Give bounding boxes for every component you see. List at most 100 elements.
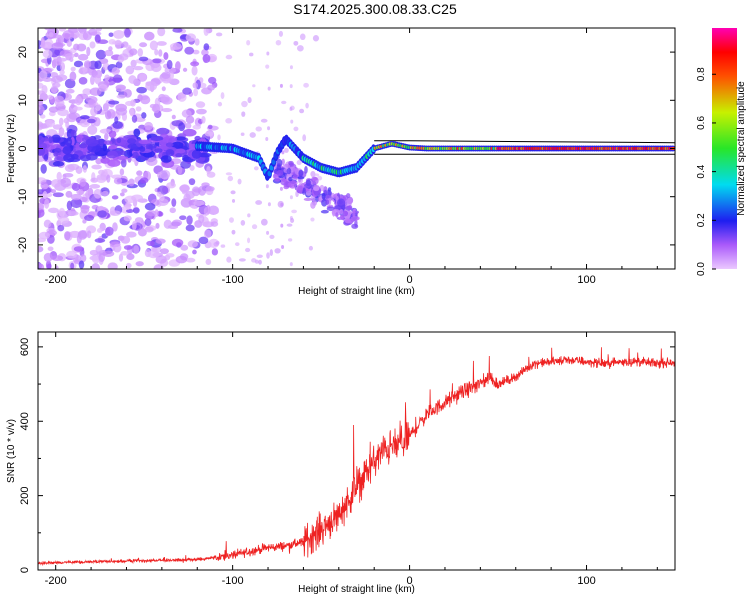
noise-blob [108,262,118,270]
noise-blob [155,209,159,217]
noise-blob [64,118,70,124]
noise-blob [112,67,120,75]
streak-dot [266,184,269,188]
noise-blob [265,65,269,69]
plot2-xtick-label: -200 [45,575,67,587]
band-blob [34,135,45,144]
plot2-xlabel: Height of straight line (km) [298,584,415,595]
noise-blob [120,251,128,256]
band-blob [183,129,197,137]
noise-blob [83,31,92,40]
noise-blob [218,102,222,106]
noise-blob [59,118,64,126]
noise-blob [182,88,192,95]
noise-blob [293,41,298,46]
noise-blob [255,200,262,205]
noise-blob [186,33,196,41]
noise-blob [183,68,187,72]
noise-blob [230,190,235,194]
noise-blob [241,133,245,136]
noise-blob [102,191,109,196]
noise-blob [190,61,199,66]
smear-blob [304,198,312,201]
noise-blob [257,255,263,258]
noise-blob [77,235,82,244]
noise-blob [226,172,232,175]
noise-blob [204,43,210,50]
noise-blob [114,178,122,185]
noise-blob [221,244,226,247]
plot1-xtick-label: -200 [45,274,67,286]
noise-blob [113,30,124,39]
noise-blob [178,122,185,131]
noise-blob [87,119,96,124]
noise-blob [87,230,91,238]
noise-blob [193,89,198,97]
noise-blob [284,148,289,153]
noise-blob [41,164,47,174]
noise-blob [158,49,162,57]
plot2-ytick-label: 0 [19,567,31,573]
noise-blob [136,106,142,111]
noise-blob [126,45,132,51]
noise-blob [112,195,119,199]
colorbar [712,28,737,269]
noise-blob [86,47,90,56]
noise-blob [70,71,77,81]
noise-blob [43,184,49,190]
noise-blob [78,54,88,61]
noise-blob [51,179,61,188]
noise-blob [67,40,72,47]
band-blob [166,142,174,147]
snr-layer [38,347,675,565]
noise-blob [65,53,75,58]
noise-blob [112,121,123,129]
noise-blob [84,215,94,221]
noise-blob [58,217,69,224]
noise-blob [136,87,147,94]
noise-blob [54,96,64,103]
noise-blob [148,250,160,258]
streak-dot [268,202,271,206]
smear-blob [322,193,326,200]
snr-line [38,347,675,565]
noise-blob [232,230,236,235]
noise-blob [310,218,314,222]
smear-blob [311,177,317,181]
noise-blob [94,61,101,70]
smear-blob [321,210,329,214]
noise-blob [139,57,149,62]
noise-blob [87,125,97,135]
noise-blob [189,178,196,185]
noise-blob [211,221,219,227]
noise-blob [145,203,156,211]
noise-blob [74,246,85,252]
noise-blob [205,131,214,136]
smear-blob [274,178,280,181]
smear-blob [348,205,353,209]
noise-blob [297,45,304,51]
noise-blob [288,238,292,241]
plot1-ytick-label: -20 [17,237,29,253]
noise-blob [226,55,233,60]
noise-blob [53,192,64,197]
noise-blob [247,97,251,103]
smear-blob [288,161,294,166]
noise-blob [131,194,143,201]
noise-blob [97,210,107,218]
noise-blob [154,49,158,55]
noise-blob [125,202,131,210]
noise-blob [170,207,176,213]
noise-blob [135,217,144,223]
noise-blob [144,122,153,130]
noise-blob [297,160,302,165]
noise-blob [213,242,218,246]
noise-blob [74,53,79,57]
plot1-xtick-label: 0 [407,274,413,286]
plot2-xtick-label: -100 [222,575,244,587]
noise-blob [34,203,44,210]
noise-blob [96,50,106,60]
noise-blob [207,84,215,90]
noise-blob [124,215,132,221]
colorbar-tick-label: 0.4 [696,164,707,178]
